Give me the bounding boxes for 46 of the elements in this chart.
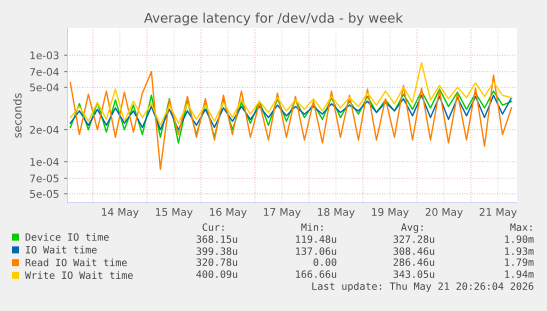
legend-label: IO Wait time (26, 246, 97, 254)
y-tick-label: 7e-05 (30, 174, 58, 182)
y-axis-title: seconds (13, 93, 22, 138)
y-tick-label: 1e-03 (30, 51, 59, 60)
text: 119.48u (296, 235, 336, 243)
x-tick-label: 16 May (210, 208, 247, 218)
line-series (70, 71, 512, 170)
text: 308.46u (394, 247, 434, 255)
text: 1.90m (505, 235, 534, 243)
text: 399.38u (196, 247, 238, 255)
x-tick-label: 20 May (426, 208, 463, 218)
line-series (70, 88, 512, 144)
text: Avg: (401, 223, 423, 233)
y-tick-label: 1e-04 (30, 158, 59, 166)
text: 343.05u (394, 270, 434, 278)
line-series (70, 94, 512, 130)
y-tick-label: 2e-04 (30, 126, 59, 134)
text: Last update: Thu May 21 20:26:04 2026 (312, 282, 534, 292)
text: 0.00 (314, 258, 336, 266)
x-tick-label: 21 May (480, 208, 517, 218)
text: 368.15u (196, 235, 238, 243)
text: 166.66u (296, 270, 336, 278)
y-tick-label: 5e-04 (30, 84, 59, 92)
text: Cur: (202, 223, 224, 231)
legend-label: Write IO Wait time (25, 271, 133, 279)
text: 137.06u (296, 247, 336, 255)
text: Min: (301, 223, 323, 231)
x-tick-label: 15 May (156, 208, 193, 218)
x-tick-label: 14 May (102, 208, 139, 218)
line-series (70, 62, 512, 126)
legend-label: Read IO Wait time (26, 258, 127, 266)
y-tick-label: 7e-04 (30, 68, 59, 76)
x-tick-label: 18 May (318, 208, 355, 218)
text: 286.46u (394, 258, 434, 266)
chart-title: Average latency for /dev/vda - by week (144, 12, 403, 26)
text: 1.94m (505, 270, 534, 278)
x-tick-label: 19 May (372, 208, 409, 218)
text: 327.28u (394, 235, 434, 243)
text: 320.78u (196, 258, 238, 266)
text: 400.09u (196, 270, 238, 278)
y-tick-label: 5e-05 (30, 190, 58, 198)
x-tick-label: 17 May (264, 208, 301, 218)
legend-label: Device IO time (26, 233, 109, 241)
text: 1.93m (505, 247, 534, 255)
text: 1.79m (505, 258, 534, 266)
text: Max: (510, 223, 532, 231)
